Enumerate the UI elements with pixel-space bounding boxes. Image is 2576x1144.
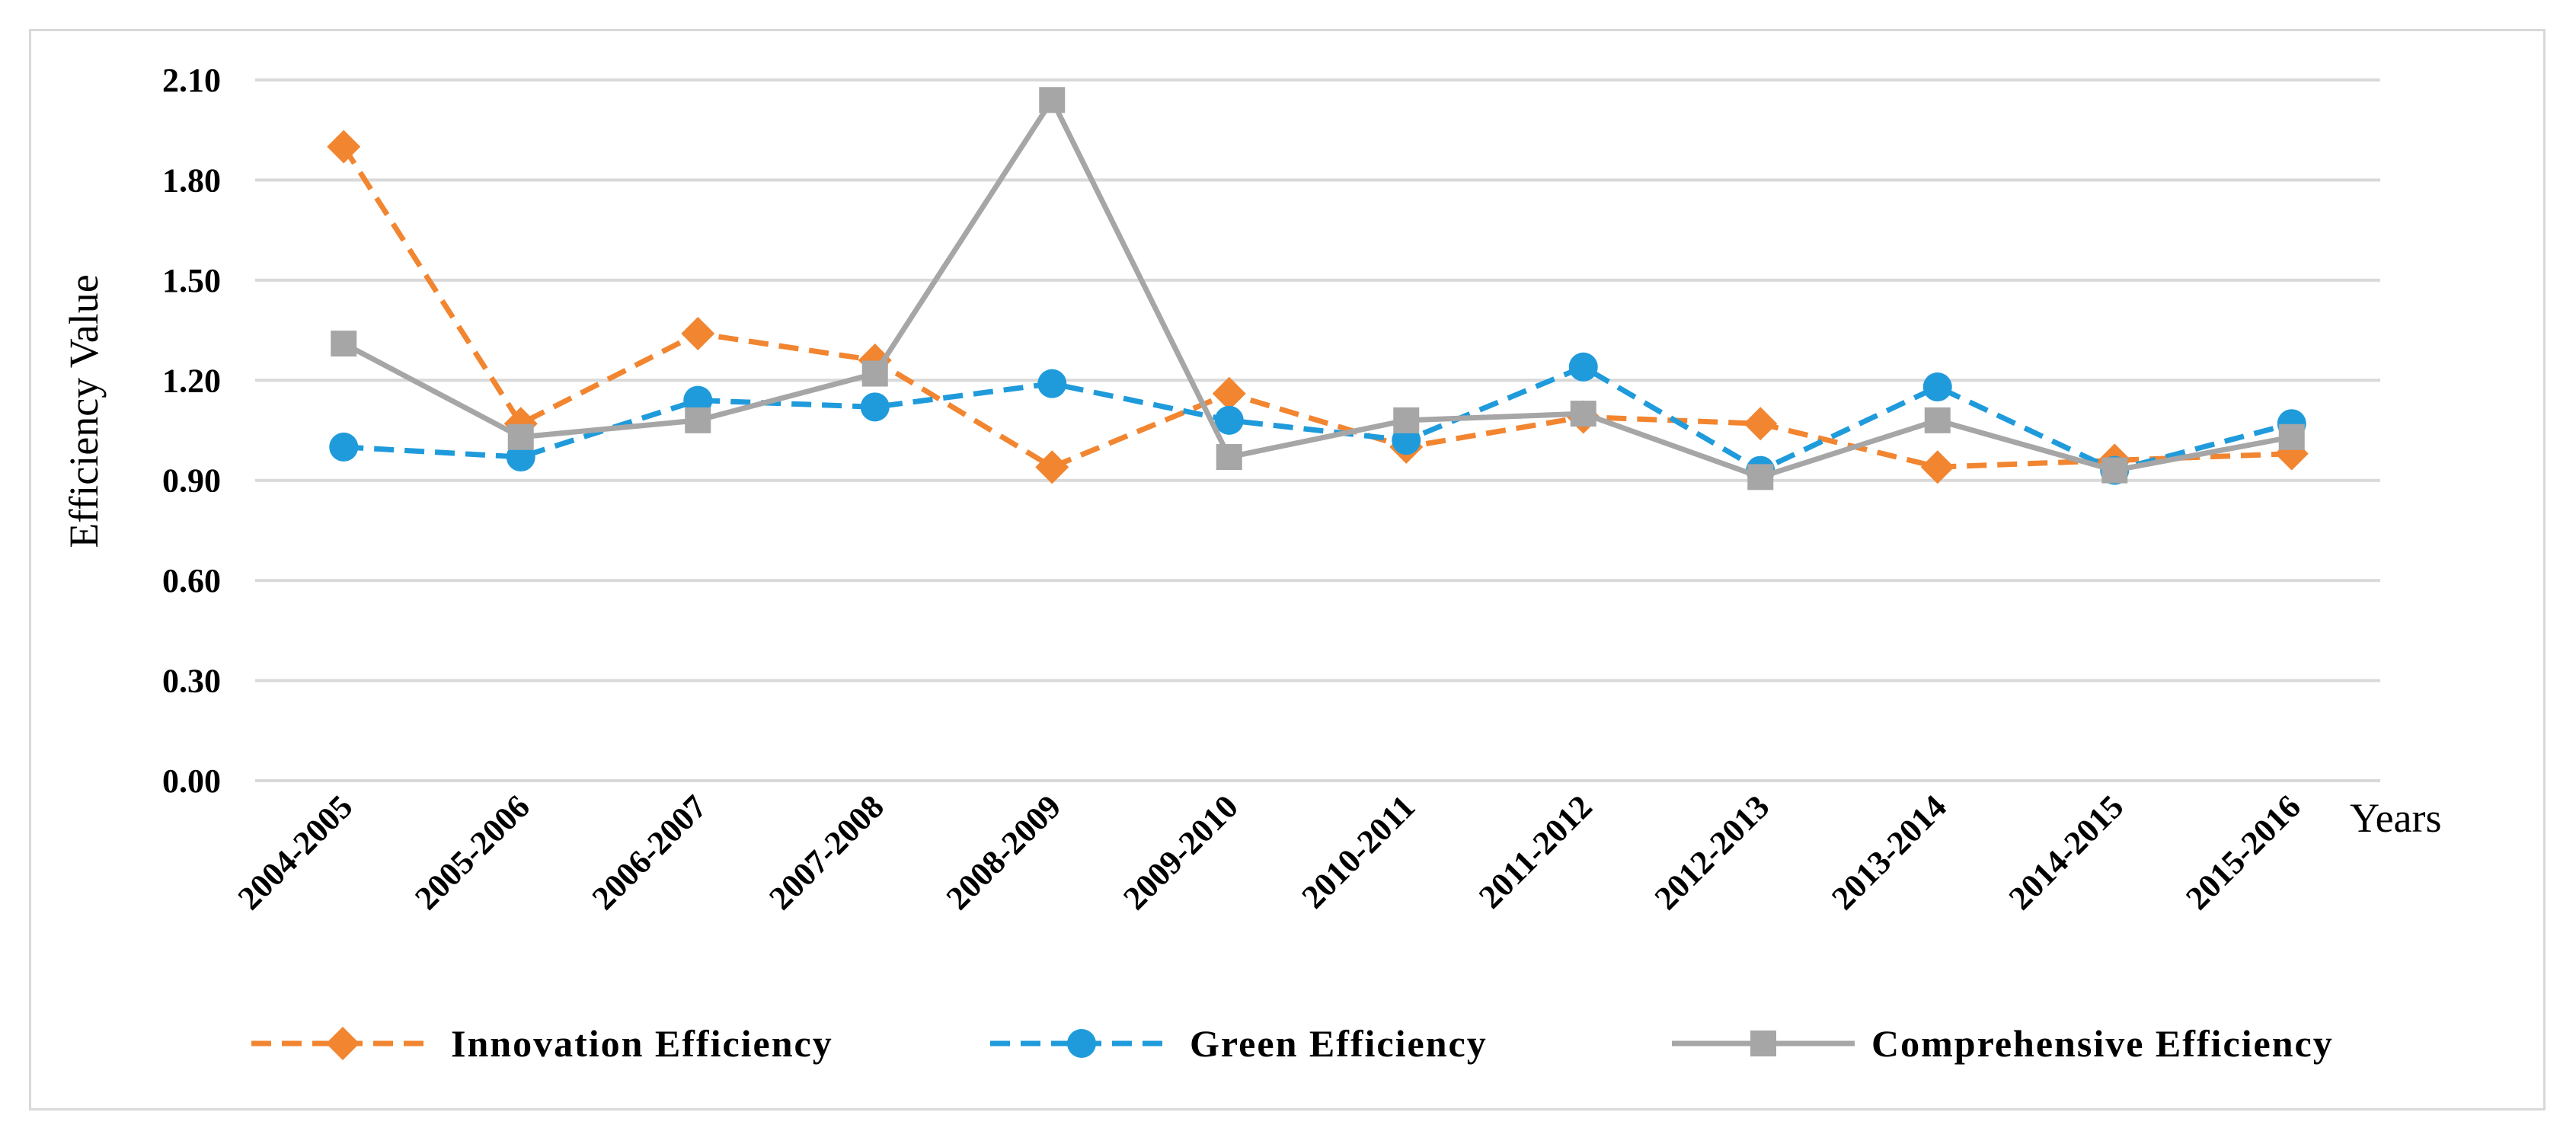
- x-tick-label: 2005-2006: [407, 788, 536, 916]
- x-tick-label: 2004-2005: [231, 788, 360, 916]
- data-point: [1920, 450, 1954, 484]
- y-axis-title: Efficiency Value: [61, 274, 107, 548]
- y-tick-label: 0.60: [162, 562, 221, 599]
- legend-label: Comprehensive Efficiency: [1871, 1022, 2334, 1065]
- x-axis-ticks: 2004-2005 2005-2006 2006-2007 2007-2008 2008…: [231, 788, 2308, 916]
- data-point: [1035, 450, 1069, 484]
- y-tick-label: 0.30: [162, 663, 221, 700]
- data-point: [331, 331, 357, 357]
- legend-item: Green Efficiency: [990, 1022, 1488, 1065]
- x-axis-title: Years: [2350, 795, 2442, 841]
- data-point: [329, 432, 359, 462]
- chart-frame: [29, 29, 2546, 1110]
- legend-item: Innovation Efficiency: [251, 1022, 833, 1065]
- y-tick-label: 1.50: [162, 262, 221, 299]
- legend-marker: [1750, 1031, 1776, 1056]
- data-point: [1743, 407, 1778, 441]
- legend-label: Green Efficiency: [1190, 1022, 1488, 1065]
- legend-label: Innovation Efficiency: [451, 1022, 833, 1065]
- series-line: [341, 145, 2292, 470]
- y-axis-ticks: 0.00 0.30 0.60 0.90 1.20 1.50 1.80 2.10: [162, 62, 221, 800]
- legend-marker: [1067, 1029, 1096, 1058]
- y-tick-label: 1.20: [162, 362, 221, 399]
- data-point: [1039, 87, 1066, 113]
- data-point: [1924, 407, 1951, 433]
- series-3: [331, 87, 2305, 491]
- series: [327, 87, 2309, 491]
- data-point: [507, 423, 534, 450]
- data-point: [327, 129, 361, 164]
- x-tick-label: 2008-2009: [939, 788, 1068, 916]
- data-point: [685, 407, 711, 433]
- x-tick-label: 2012-2013: [1648, 788, 1776, 916]
- data-point: [1037, 369, 1067, 398]
- data-point: [1216, 444, 1242, 471]
- data-point: [681, 316, 715, 350]
- legend: Innovation Efficiency Green Efficiency Com…: [251, 1022, 2334, 1065]
- legend-marker: [326, 1027, 360, 1060]
- x-tick-label: 2011-2012: [1472, 788, 1600, 916]
- x-tick-label: 2010-2011: [1295, 788, 1423, 916]
- x-tick-label: 2009-2010: [1116, 788, 1245, 916]
- series-line: [342, 97, 2293, 480]
- series-line: [344, 364, 2293, 474]
- data-point: [1393, 407, 1420, 433]
- x-tick-label: 2013-2014: [1824, 788, 1953, 916]
- data-point: [1568, 352, 1598, 382]
- y-tick-label: 2.10: [162, 62, 221, 99]
- data-point: [1922, 372, 1952, 402]
- data-point: [2101, 457, 2128, 484]
- y-tick-label: 0.00: [162, 762, 221, 800]
- x-tick-label: 2015-2016: [2178, 788, 2307, 916]
- legend-item: Comprehensive Efficiency: [1672, 1022, 2334, 1065]
- data-point: [861, 360, 888, 387]
- y-tick-label: 1.80: [162, 161, 221, 199]
- y-tick-label: 0.90: [162, 462, 221, 500]
- x-tick-label: 2014-2015: [2002, 788, 2130, 916]
- x-tick-label: 2007-2008: [762, 788, 890, 916]
- data-point: [1747, 464, 1774, 491]
- x-tick-label: 2006-2007: [585, 788, 714, 916]
- data-point: [1212, 376, 1246, 411]
- data-point: [1214, 405, 1244, 435]
- data-point: [2278, 423, 2305, 450]
- data-point: [860, 392, 890, 422]
- data-point: [1570, 401, 1596, 427]
